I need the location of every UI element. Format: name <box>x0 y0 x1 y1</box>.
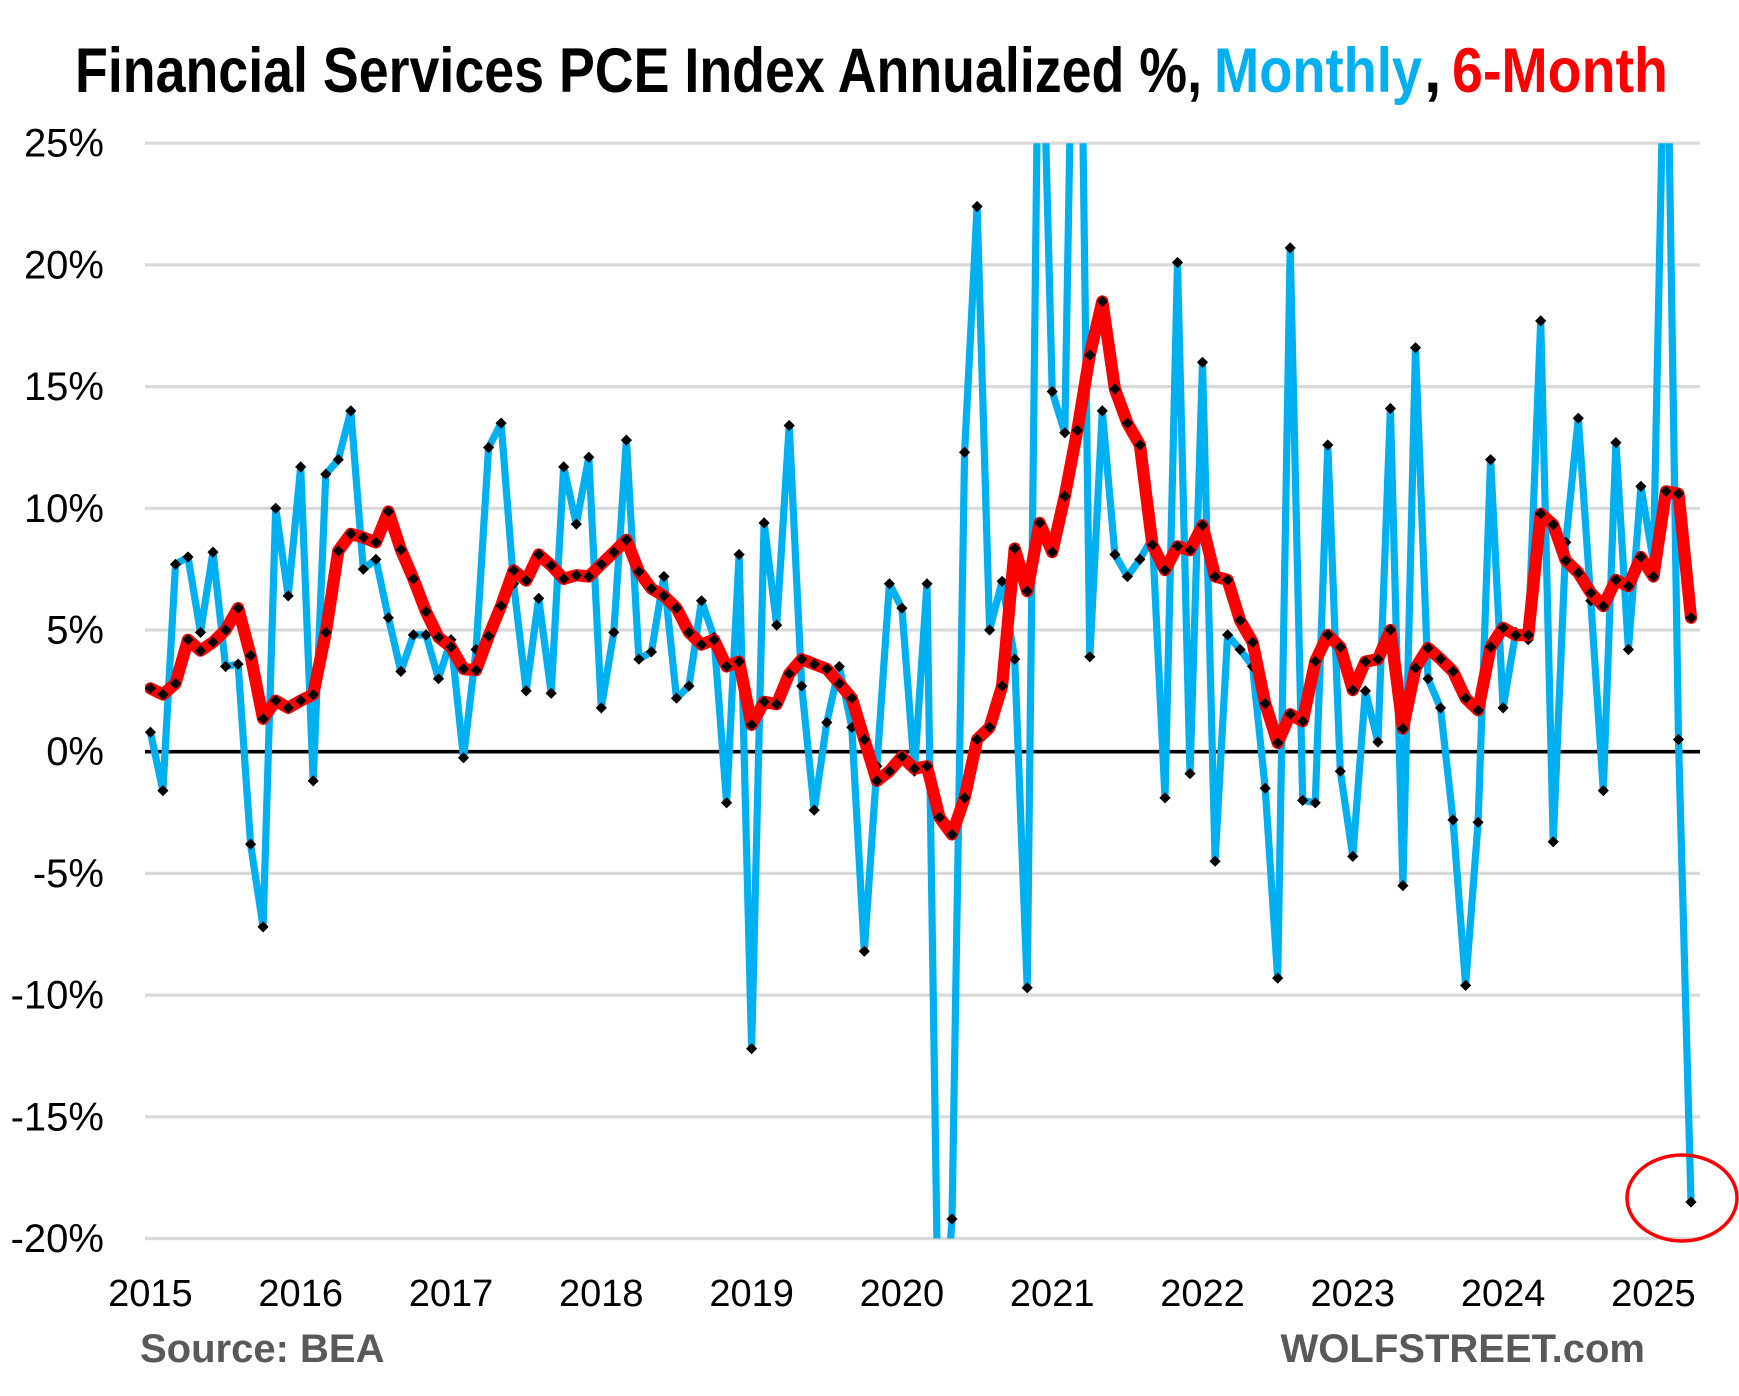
svg-text:20%: 20% <box>24 243 104 287</box>
svg-text:2019: 2019 <box>709 1273 794 1315</box>
svg-text:Monthly: Monthly <box>1214 36 1422 106</box>
svg-text:-15%: -15% <box>11 1095 104 1139</box>
svg-text:2024: 2024 <box>1461 1273 1546 1315</box>
svg-text:2017: 2017 <box>409 1273 494 1315</box>
svg-text:10%: 10% <box>24 487 104 531</box>
svg-text:2023: 2023 <box>1311 1273 1396 1315</box>
svg-text:-20%: -20% <box>11 1217 104 1261</box>
svg-text:2016: 2016 <box>258 1273 343 1315</box>
svg-text:25%: 25% <box>24 122 104 166</box>
svg-text:2015: 2015 <box>108 1273 193 1315</box>
svg-text:Source: BEA: Source: BEA <box>140 1327 385 1371</box>
svg-text:2025: 2025 <box>1611 1273 1696 1315</box>
svg-text:Financial Services PCE Index A: Financial Services PCE Index Annualized … <box>75 36 1202 106</box>
svg-text:-10%: -10% <box>11 974 104 1018</box>
svg-text:,: , <box>1424 36 1442 106</box>
svg-text:6-Month: 6-Month <box>1452 36 1668 106</box>
svg-text:WOLFSTREET.com: WOLFSTREET.com <box>1281 1327 1645 1371</box>
svg-text:-5%: -5% <box>33 852 104 896</box>
svg-text:2022: 2022 <box>1160 1273 1245 1315</box>
svg-text:2021: 2021 <box>1010 1273 1095 1315</box>
svg-text:2020: 2020 <box>860 1273 945 1315</box>
svg-text:15%: 15% <box>24 365 104 409</box>
svg-text:5%: 5% <box>46 609 104 653</box>
svg-text:2018: 2018 <box>559 1273 644 1315</box>
svg-text:0%: 0% <box>46 730 104 774</box>
